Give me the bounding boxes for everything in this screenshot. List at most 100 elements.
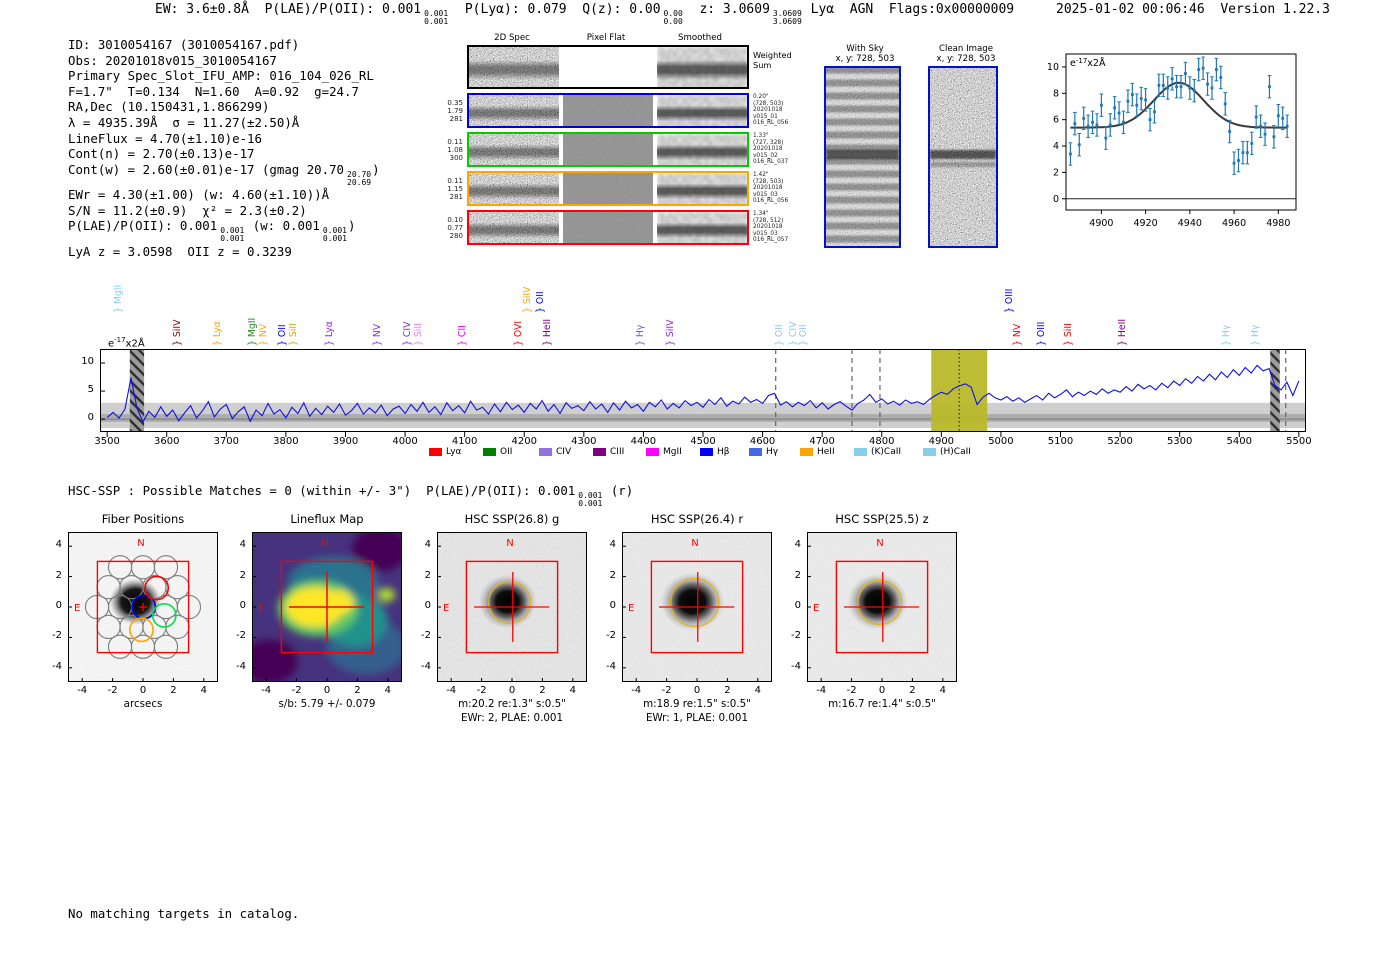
spec2d-left-label: 0.35 1.79 281 bbox=[437, 99, 463, 124]
data-point bbox=[1268, 85, 1271, 89]
x-tick-label: 4800 bbox=[869, 436, 895, 447]
left-label-line: 300 bbox=[449, 153, 463, 162]
x-tick-label: 4000 bbox=[392, 436, 418, 447]
info-line: S/N = 11.2(±0.9) χ² = 2.3(±0.2) bbox=[68, 203, 380, 219]
x-tick-label: 0 bbox=[508, 685, 516, 696]
legend-label: Hβ bbox=[717, 447, 730, 457]
north-label: N bbox=[876, 538, 883, 549]
right-label-line: 20201018 bbox=[753, 107, 783, 114]
legend-item: OII bbox=[483, 447, 512, 457]
spec2d-image-row bbox=[467, 210, 749, 245]
data-point bbox=[1077, 143, 1081, 147]
right-label-line: 1.42" bbox=[753, 172, 769, 178]
legend-swatch bbox=[923, 448, 936, 456]
x-tick-label: 4 bbox=[384, 685, 391, 696]
spec2d-right-label: 1.33" (727, 328) 20201018 v015_02 016_RL_037 bbox=[753, 133, 788, 166]
frac-bottom: 0.001 bbox=[578, 499, 603, 509]
y-tick-label: 0 bbox=[1053, 194, 1059, 205]
north-label: N bbox=[321, 538, 328, 549]
inset-units-label: e-17x2Å bbox=[1070, 57, 1106, 69]
text-part: P(LAE)/P(OII): 0.001 bbox=[68, 218, 218, 234]
spec2d-image-row bbox=[467, 93, 749, 128]
legend-swatch bbox=[539, 448, 552, 456]
stacked-fraction: 0.001 0.001 bbox=[578, 491, 603, 509]
y-tick-label: 0 bbox=[609, 600, 616, 611]
info-line: EWr = 4.30(±1.00) (w: 4.60(±1.10))Å bbox=[68, 187, 380, 203]
with-sky-title: With Sky bbox=[846, 44, 884, 54]
x-tick-label: 4900 bbox=[1089, 218, 1113, 229]
x-tick-label: 4 bbox=[200, 685, 207, 696]
y-tick-label: 4 bbox=[239, 539, 246, 551]
dark-band bbox=[826, 149, 899, 159]
data-point bbox=[1263, 132, 1267, 136]
right-label-line: 1.34" bbox=[753, 211, 769, 217]
emission-line-label: } Lyα bbox=[212, 321, 224, 346]
emission-line-label: } CIV bbox=[787, 321, 799, 346]
data-point bbox=[1223, 102, 1227, 106]
cell-smoothed bbox=[657, 173, 747, 204]
spec2d-right-label: Weighted Sum bbox=[753, 50, 792, 70]
col-title-2d-spec: 2D Spec bbox=[494, 33, 530, 43]
y-tick-label: -2 bbox=[52, 630, 62, 642]
emission-line-label: } Hγ bbox=[635, 324, 647, 346]
cell-pixel-flat bbox=[563, 173, 653, 204]
cutout-box bbox=[928, 66, 998, 248]
panel-caption: m:18.9 re:1.5" s:0.5" bbox=[643, 698, 751, 710]
right-label-line: 016_RL_056 bbox=[753, 120, 789, 127]
spec2d-row: 0.10 0.77 280 1.34" (728, 512) 20201018 v015_0… bbox=[437, 210, 797, 245]
legend-label: (K)CaII bbox=[871, 447, 902, 457]
cutout-image bbox=[563, 134, 653, 165]
spec2d-image-row bbox=[467, 132, 749, 167]
cutout-image bbox=[657, 173, 747, 204]
fiber-circle bbox=[130, 634, 156, 659]
data-point bbox=[1095, 123, 1099, 127]
x-tick-label: 5100 bbox=[1047, 436, 1074, 447]
units-sup: -17 bbox=[114, 336, 126, 344]
text-part: Lyα AGN Flags:0x00000009 bbox=[802, 2, 1015, 17]
legend-label: CIII bbox=[610, 447, 625, 457]
y-tick-label: 6 bbox=[1053, 115, 1059, 126]
cutout-image bbox=[469, 134, 559, 165]
legend-swatch bbox=[854, 448, 867, 456]
legend-label: OII bbox=[500, 447, 513, 457]
y-tick-label: 4 bbox=[1053, 141, 1059, 152]
emission-line-label: } OII bbox=[798, 324, 810, 346]
x-tick-label: 2 bbox=[724, 685, 731, 696]
data-point bbox=[1281, 116, 1285, 120]
panel-title: HSC SSP(26.8) g bbox=[464, 512, 560, 526]
frac-bottom: 0.00 bbox=[663, 17, 683, 27]
x-tick-label: -2 bbox=[291, 685, 302, 696]
data-point bbox=[1153, 110, 1156, 114]
y-tick-label: 2 bbox=[1053, 167, 1059, 178]
x-tick-label: -2 bbox=[476, 685, 487, 696]
emission-line-label: } Hγ bbox=[1250, 324, 1262, 346]
cutout-image bbox=[657, 134, 747, 165]
emission-line-label: } OIII bbox=[1004, 288, 1016, 313]
data-point bbox=[1148, 118, 1152, 122]
emission-line-label: } MgII bbox=[246, 317, 258, 346]
spec2d-left-label: 0.10 0.77 280 bbox=[437, 216, 463, 241]
hsc-cutout-panel-image: NE bbox=[437, 532, 587, 682]
right-label-line: v015_03 bbox=[753, 191, 778, 198]
stacked-fraction: 0.001 0.001 bbox=[424, 9, 448, 26]
hsc-cutout-panel-image: NE bbox=[807, 532, 957, 682]
legend-label: Hγ bbox=[766, 447, 779, 457]
inset-plot-svg: 4900 4920 4940 4960 4980 0 2 4 6 8 10 e-17x2Å bbox=[1047, 53, 1297, 229]
axes-frame bbox=[100, 349, 1306, 432]
x-tick-label: 4980 bbox=[1266, 218, 1290, 229]
x-tick-label: 4500 bbox=[690, 436, 716, 447]
x-tick-label: 4 bbox=[569, 685, 576, 696]
emission-line-label: } SiIV bbox=[521, 286, 533, 313]
text-part: z: 3.0609 bbox=[683, 2, 770, 17]
x-tick-label: 0 bbox=[323, 685, 331, 696]
text-part: S/N = 11.2(±0.9) χ² = 2.3(±0.2) bbox=[68, 202, 307, 218]
left-label-line: 281 bbox=[449, 114, 463, 123]
footer-line-1: No matching targets in catalog. bbox=[68, 906, 300, 921]
text-part: (w: 0.001 bbox=[245, 218, 320, 234]
cutout-image bbox=[563, 212, 653, 243]
cell-pixel-flat bbox=[563, 212, 653, 243]
x-tick-label: 4600 bbox=[749, 436, 776, 447]
frac-top: 0.00 bbox=[663, 9, 683, 18]
text-part: LyA z = 3.0598 OII z = 0.3239 bbox=[68, 243, 292, 259]
north-label: N bbox=[691, 538, 698, 549]
